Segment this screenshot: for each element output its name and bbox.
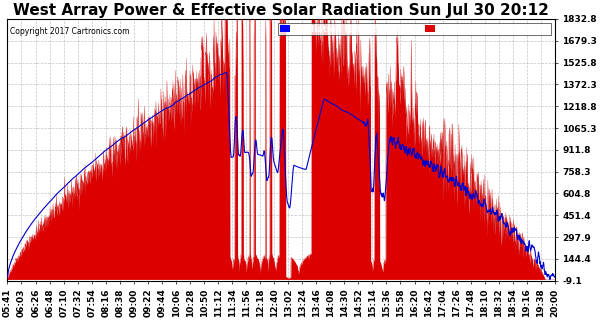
Title: West Array Power & Effective Solar Radiation Sun Jul 30 20:12: West Array Power & Effective Solar Radia… — [13, 3, 549, 18]
Legend: Radiation (Effective w/m2), West Array (DC Watts): Radiation (Effective w/m2), West Array (… — [278, 23, 551, 36]
Text: Copyright 2017 Cartronics.com: Copyright 2017 Cartronics.com — [10, 27, 130, 36]
